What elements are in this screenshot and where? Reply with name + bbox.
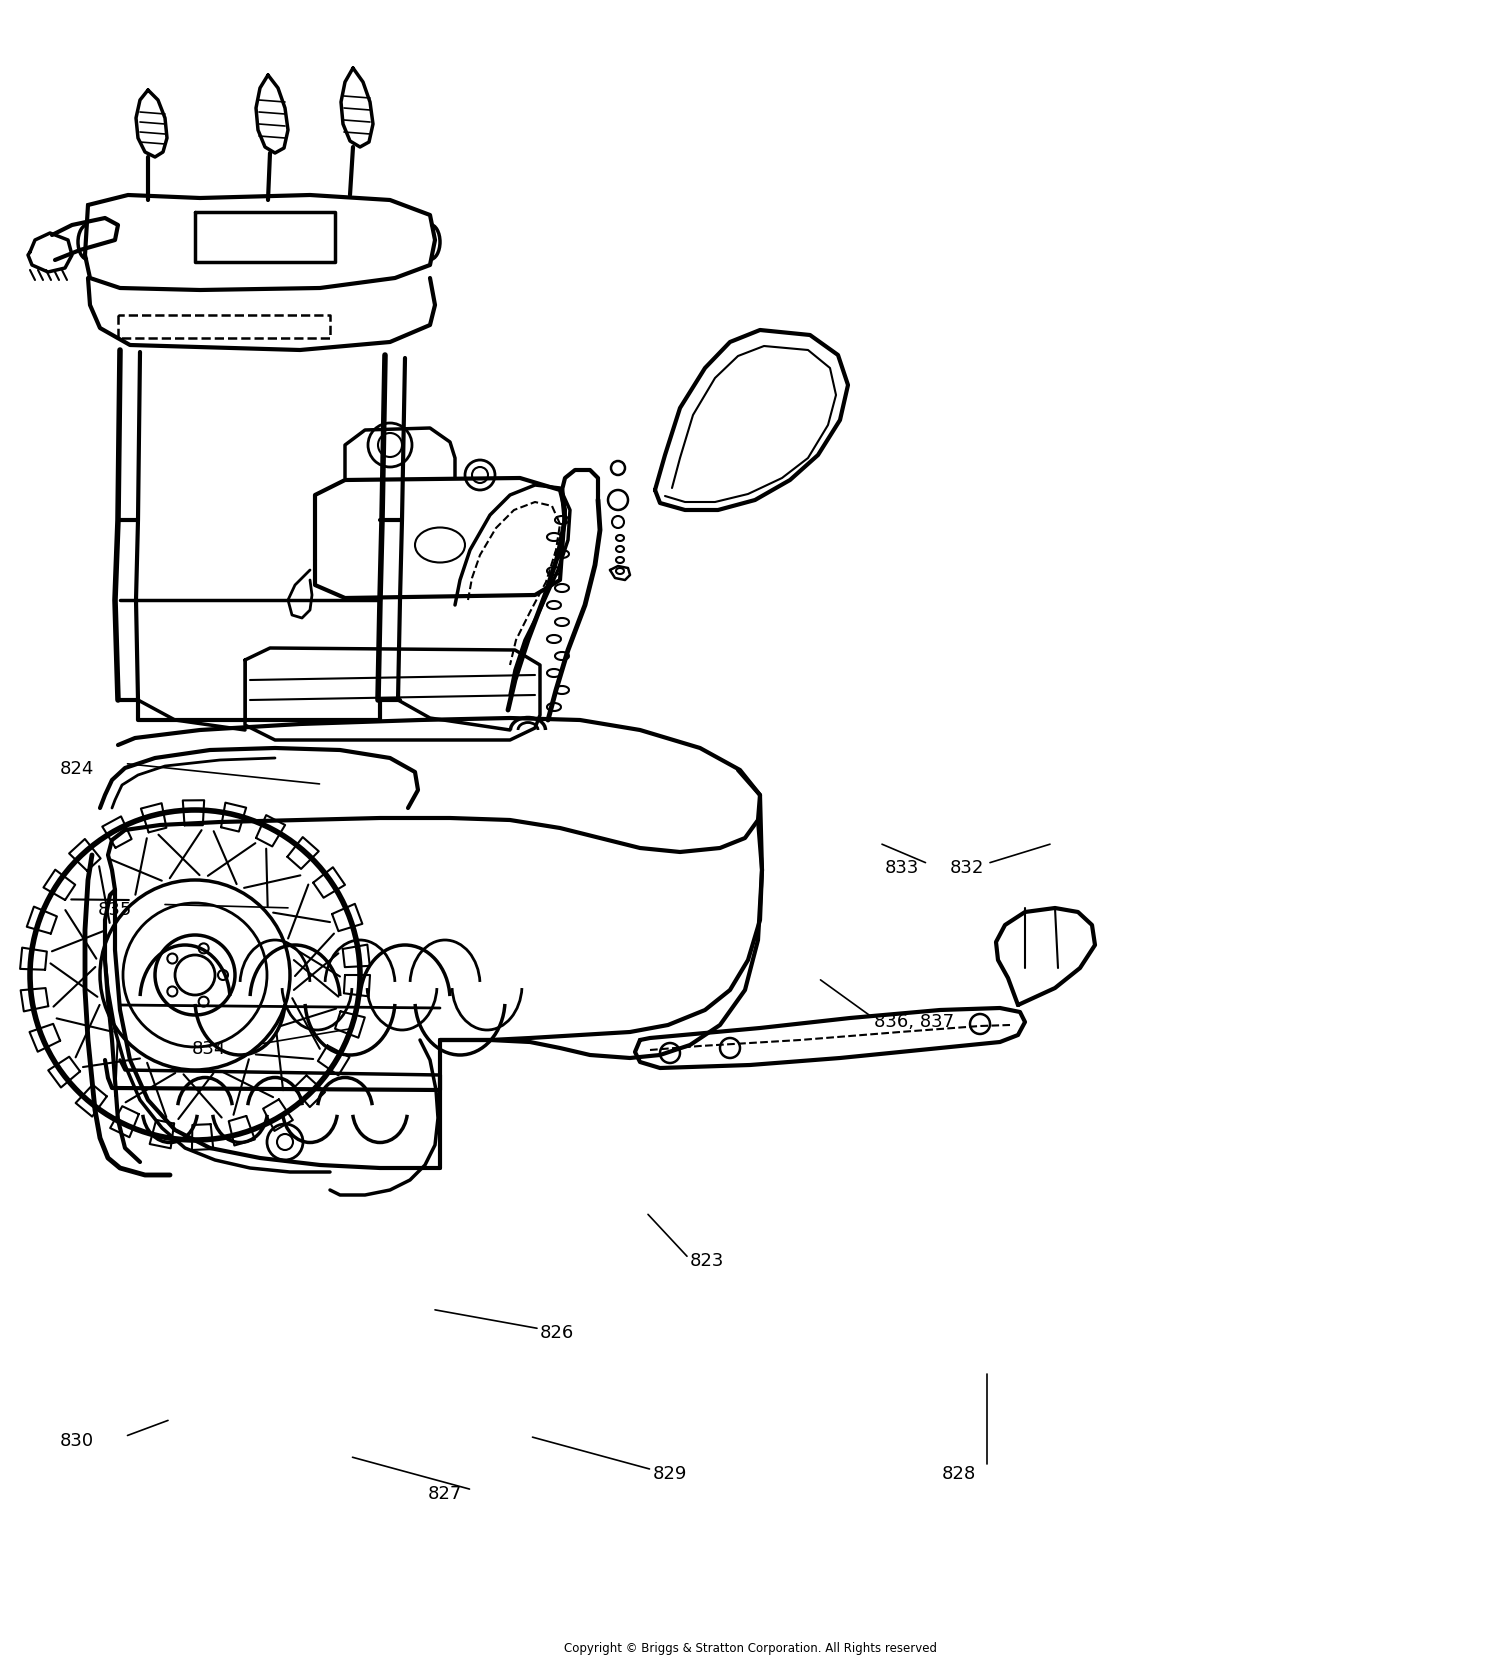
- Text: 823: 823: [690, 1253, 724, 1270]
- Text: 836, 837: 836, 837: [874, 1013, 954, 1030]
- Text: 832: 832: [950, 859, 984, 876]
- Text: 830: 830: [60, 1432, 94, 1449]
- Text: 833: 833: [885, 859, 920, 876]
- Text: 827: 827: [427, 1486, 462, 1502]
- Text: 834: 834: [192, 1040, 226, 1057]
- Text: 826: 826: [540, 1325, 574, 1342]
- Text: 824: 824: [60, 760, 94, 777]
- Text: 828: 828: [942, 1466, 976, 1482]
- Text: Copyright © Briggs & Stratton Corporation. All Rights reserved: Copyright © Briggs & Stratton Corporatio…: [564, 1642, 936, 1655]
- Text: 829: 829: [652, 1466, 687, 1482]
- Text: 835: 835: [98, 901, 132, 918]
